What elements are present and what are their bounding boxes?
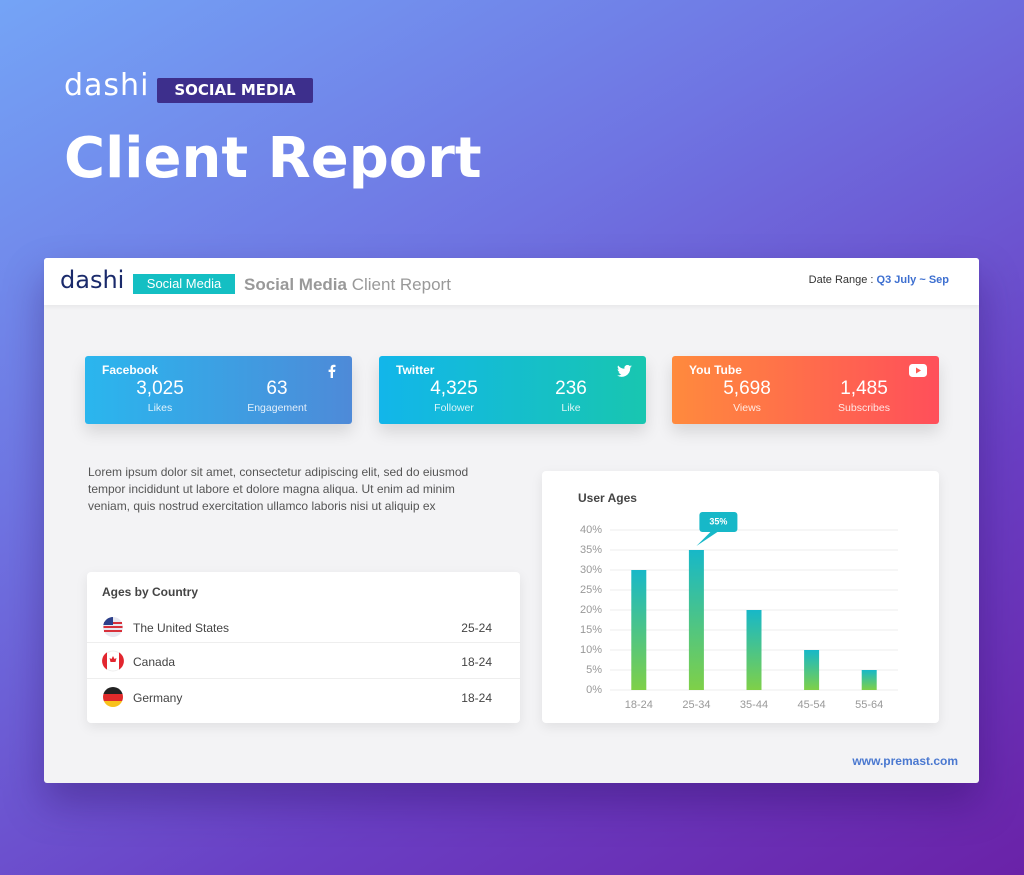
country: The United States <box>133 621 230 635</box>
age-range: 25-24 <box>461 621 492 635</box>
date-value: Q3 July ~ Sep <box>876 274 949 286</box>
stat-label: Like <box>561 402 581 414</box>
brand-logo: dashi <box>64 68 150 103</box>
table-row: Canada 18-24 <box>87 642 520 678</box>
title-bold: Social Media <box>244 275 347 294</box>
brand-badge: SOCIAL MEDIA <box>157 78 313 103</box>
y-tick-label: 0% <box>586 684 602 696</box>
age-range: 18-24 <box>461 691 492 705</box>
y-tick-label: 25% <box>580 584 602 596</box>
bar <box>631 570 647 690</box>
x-tick-label: 45-54 <box>798 699 826 711</box>
stat-value: 63 <box>266 378 288 399</box>
country: Canada <box>133 655 176 669</box>
chart-title: User Ages <box>578 491 637 505</box>
y-tick-label: 30% <box>580 564 602 576</box>
footer-link: www.premast.com <box>852 754 958 768</box>
bar <box>746 610 762 690</box>
x-tick-label: 18-24 <box>625 699 653 711</box>
bar <box>861 670 877 690</box>
facebook-card: Facebook 3,025 Likes 63 Engagement <box>85 356 352 424</box>
date-range: Date Range : Q3 July ~ Sep <box>809 274 949 286</box>
stat-value: 3,025 <box>136 378 184 399</box>
stat-label: Engagement <box>247 402 307 414</box>
date-label: Date Range : <box>808 274 874 286</box>
stat-value: 236 <box>555 378 587 399</box>
us-flag <box>103 617 123 637</box>
twitter-icon <box>617 365 632 377</box>
y-tick-label: 10% <box>580 644 602 656</box>
stat-label: Subscribes <box>838 402 890 414</box>
value-label: 35% <box>709 516 727 526</box>
x-tick-label: 35-44 <box>740 699 768 711</box>
stat-label: Follower <box>434 402 474 414</box>
age-range: 18-24 <box>461 655 492 669</box>
bar <box>688 550 704 690</box>
y-tick-label: 15% <box>580 624 602 636</box>
report-logo: dashi <box>60 266 125 294</box>
chart-card: User Ages 0% 5% 10% 15% 20% 25% 30% 35% 40% 18-24… <box>542 471 939 723</box>
report-header: dashi Social Media Social Media Client R… <box>44 258 979 305</box>
table-title: Ages by Country <box>102 585 199 599</box>
stat-label: Likes <box>147 402 173 414</box>
stat-value: 1,485 <box>840 378 888 399</box>
facebook-icon <box>328 364 336 378</box>
table-row: Germany 18-24 <box>87 678 520 714</box>
country-table: Ages by Country The United States 25-24 … <box>87 572 520 723</box>
description: Lorem ipsum dolor sit amet, consectetur … <box>88 465 469 513</box>
card-name: Twitter <box>396 363 435 377</box>
x-tick-label: 55-64 <box>855 699 883 711</box>
country: Germany <box>133 691 183 705</box>
stat-value: 4,325 <box>430 378 478 399</box>
y-tick-label: 5% <box>586 664 602 676</box>
report-title: Social Media Client Report <box>244 275 451 295</box>
stat-value: 5,698 <box>723 378 771 399</box>
youtube-card: You Tube 5,698 Views 1,485 Subscribes <box>672 356 939 424</box>
title-light: Client Report <box>351 275 451 294</box>
callout <box>699 512 738 532</box>
germany-flag <box>103 687 123 707</box>
report-panel: dashi Social Media Social Media Client R… <box>44 258 979 783</box>
callout-pointer <box>696 532 718 546</box>
table-row: The United States 25-24 <box>87 609 520 645</box>
page-title: Client Report <box>64 126 482 191</box>
youtube-icon <box>909 364 927 377</box>
card-name: Facebook <box>102 363 159 377</box>
bar <box>804 650 820 690</box>
y-tick-label: 35% <box>580 544 602 556</box>
report-badge: Social Media <box>133 274 235 294</box>
card-name: You Tube <box>689 363 742 377</box>
stat-label: Views <box>733 402 761 414</box>
y-tick-label: 20% <box>580 604 602 616</box>
canada-flag <box>102 650 124 672</box>
chart: User Ages 0% 5% 10% 15% 20% 25% 30% 35% 40% 18-24… <box>578 491 898 711</box>
y-tick-label: 40% <box>580 524 602 536</box>
x-tick-label: 25-34 <box>682 699 710 711</box>
twitter-card: Twitter 4,325 Follower 236 Like <box>379 356 646 424</box>
